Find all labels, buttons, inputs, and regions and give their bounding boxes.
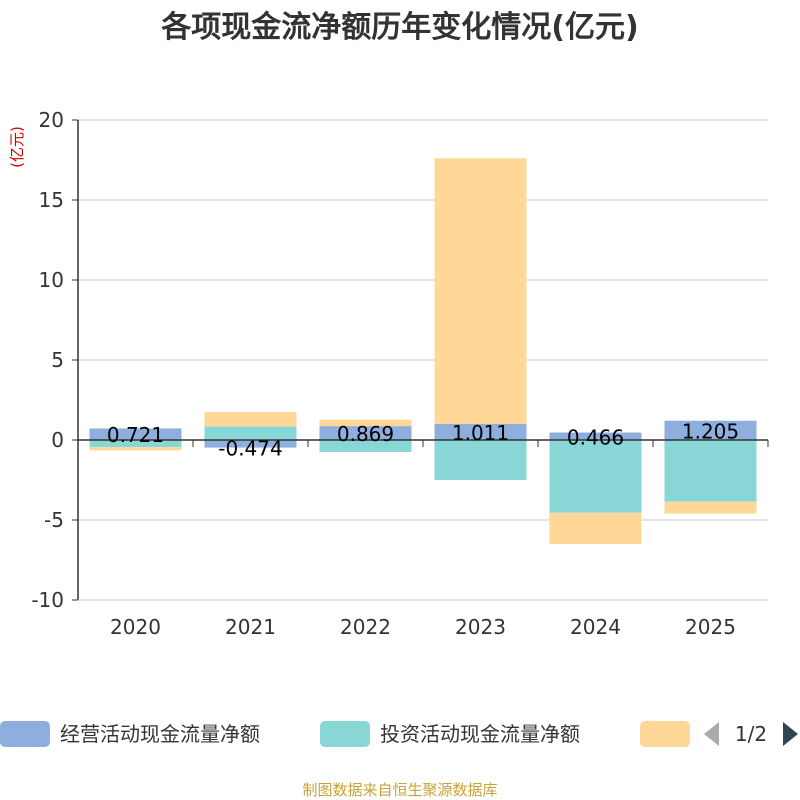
bar-2024-series-2: [549, 512, 642, 544]
legend-next-icon[interactable]: [783, 722, 798, 746]
grid-lines: [78, 119, 768, 601]
legend-prev-icon[interactable]: [704, 722, 719, 746]
bar-2025-series-1: [664, 440, 757, 502]
bar-2024-series-0: [549, 432, 642, 440]
y-tick-label: 0: [51, 428, 64, 452]
x-tick-label-2023: 2023: [455, 615, 506, 639]
legend: 经营活动现金流量净额 投资活动现金流量净额 1/2: [0, 721, 798, 747]
bar-2024-series-1: [549, 440, 642, 513]
bar-2023-series-0: [434, 423, 527, 440]
legend-swatch-2[interactable]: [640, 721, 690, 747]
y-axis-ticks: 20 15 10 5 0 -5 -10: [31, 108, 78, 612]
x-tick-label-2020: 2020: [110, 615, 161, 639]
x-tick-label-2022: 2022: [340, 615, 391, 639]
data-label-2020: 0.721: [107, 423, 164, 447]
bar-2025-series-2: [664, 501, 757, 514]
y-tick-label: 5: [51, 348, 64, 372]
y-axis-unit: (亿元): [8, 126, 26, 168]
data-label-2021: -0.474: [218, 437, 282, 461]
bar-2025-series-0: [664, 420, 757, 440]
bar-2020-series-0: [89, 428, 182, 440]
legend-label-0[interactable]: 经营活动现金流量净额: [60, 722, 260, 746]
x-tick-label-2021: 2021: [225, 615, 276, 639]
y-tick-label: 20: [39, 108, 64, 132]
bar-2022-series-1: [319, 440, 412, 452]
data-labels: 0.721 -0.474 0.869 1.011 0.466 1.205: [107, 419, 739, 460]
data-label-2024: 0.466: [567, 425, 624, 449]
bar-2023-series-1: [434, 440, 527, 480]
bar-2022-series-0: [319, 426, 412, 440]
legend-swatch-1[interactable]: [320, 721, 370, 747]
bar-2021-series-1: [204, 426, 297, 440]
legend-swatch-0[interactable]: [0, 721, 50, 747]
x-tick-label-2024: 2024: [570, 615, 621, 639]
x-axis-ticks: 2020 2021 2022 2023 2024 2025: [110, 615, 736, 639]
y-tick-label: 15: [39, 188, 64, 212]
axes: [77, 120, 769, 601]
data-label-2025: 1.205: [682, 419, 739, 443]
y-tick-label: -10: [31, 588, 64, 612]
legend-page-indicator: 1/2: [735, 722, 767, 746]
data-label-2022: 0.869: [337, 422, 394, 446]
x-tick-label-2025: 2025: [685, 615, 736, 639]
bar-2022-series-2: [319, 419, 412, 427]
bar-2023-series-2: [434, 158, 527, 424]
chart-title: 各项现金流净额历年变化情况(亿元): [160, 10, 638, 45]
legend-label-1[interactable]: 投资活动现金流量净额: [380, 722, 580, 746]
y-tick-label: 10: [39, 268, 64, 292]
source-note: 制图数据来自恒生聚源数据库: [302, 781, 497, 799]
bars: [89, 158, 757, 544]
y-tick-label: -5: [44, 508, 64, 532]
bar-2021-series-0: [204, 440, 297, 448]
bar-2020-series-2: [89, 447, 182, 451]
bar-2020-series-1: [89, 440, 182, 448]
data-label-2023: 1.011: [452, 421, 509, 445]
bar-2021-series-2: [204, 412, 297, 427]
